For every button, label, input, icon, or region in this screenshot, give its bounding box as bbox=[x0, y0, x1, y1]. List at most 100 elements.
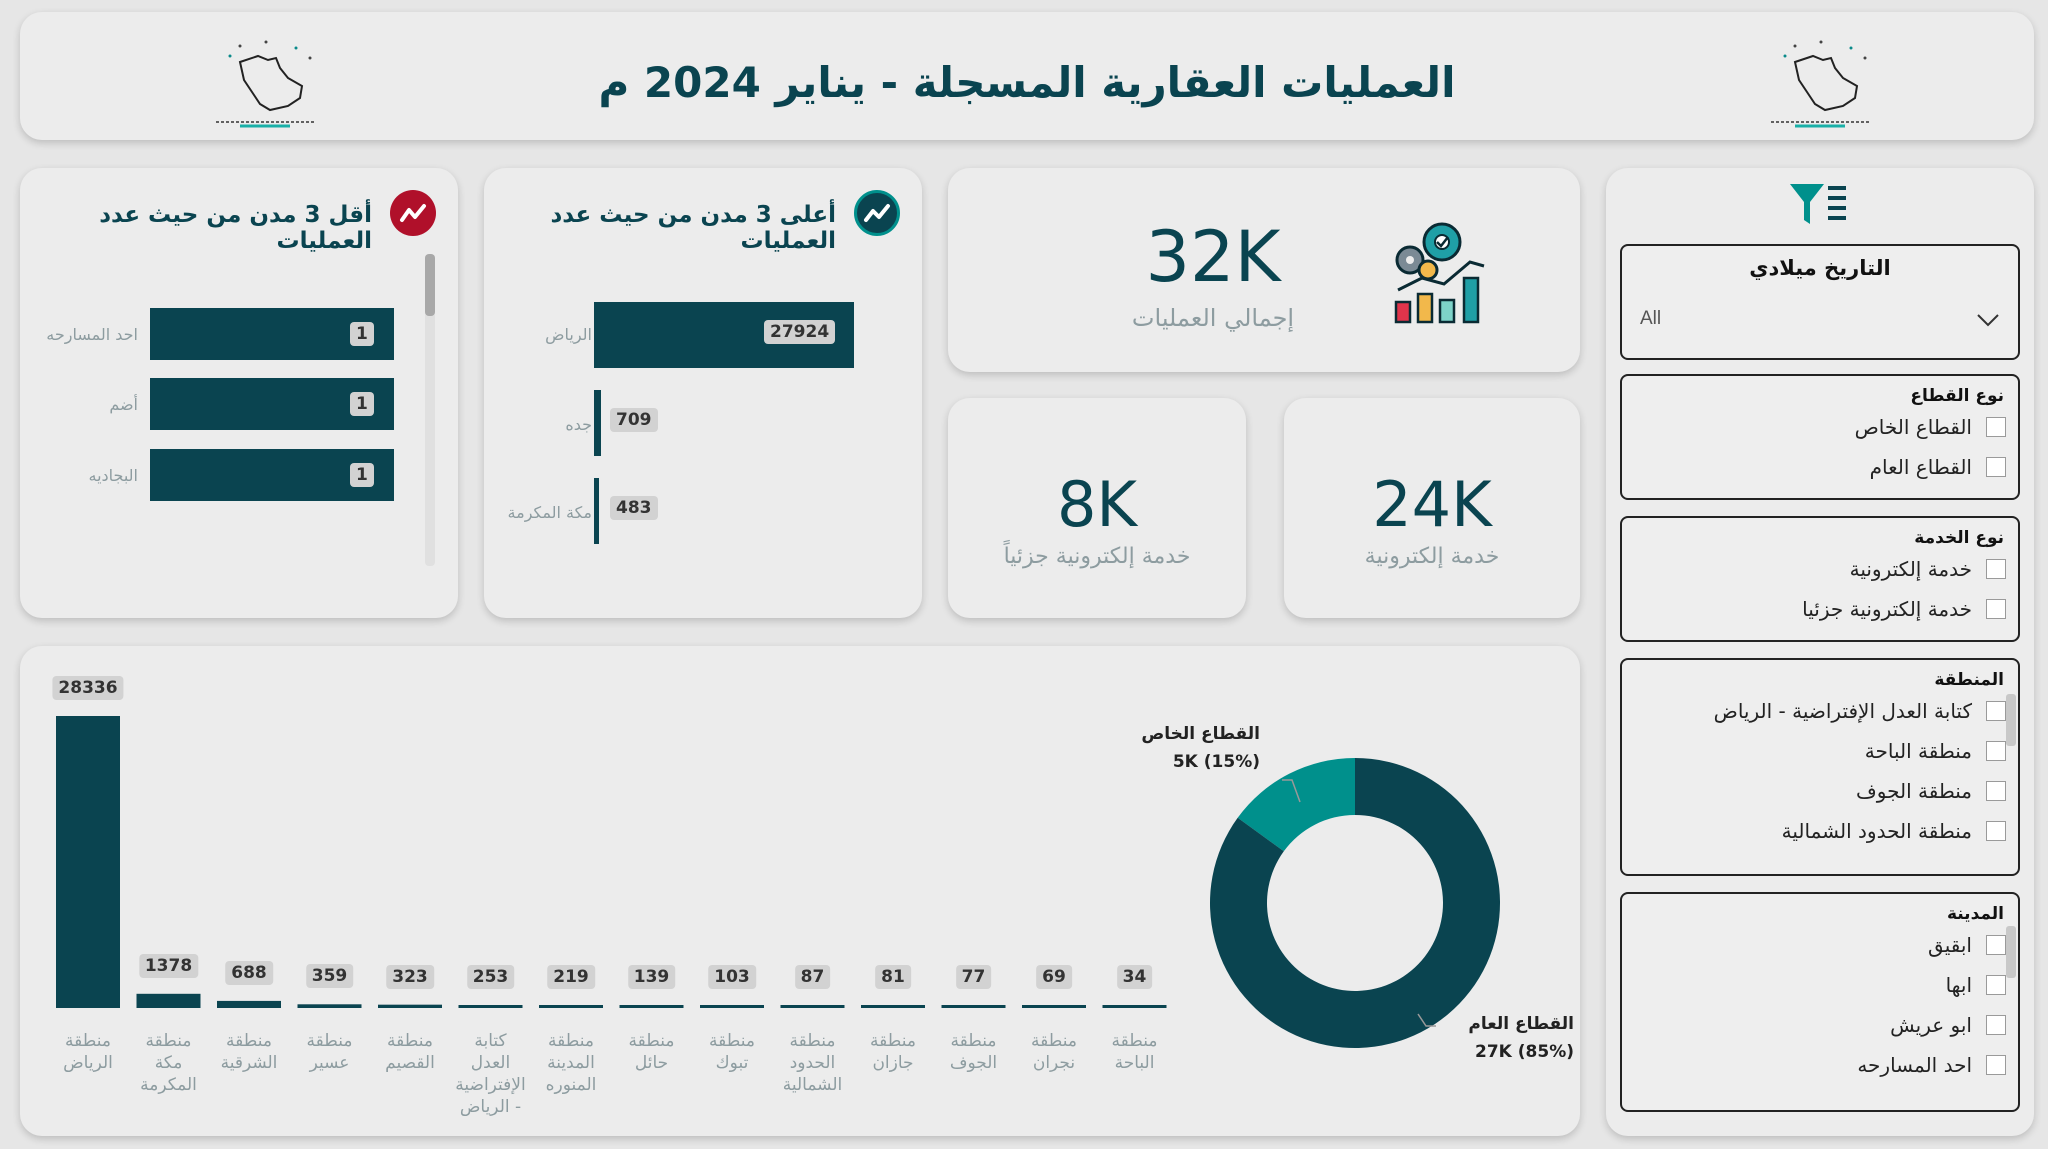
donut-label-public: القطاع العام 27K (85%) bbox=[1444, 1010, 1574, 1066]
service-option[interactable]: خدمة إلكترونية bbox=[1636, 552, 2006, 586]
bottom-cities-title: أقل 3 مدن من حيث عدد العمليات bbox=[99, 202, 372, 254]
region-chart-card: 28336 منطقة الرياض 1378 منطقة مكة المكرمة 68… bbox=[20, 646, 1580, 1136]
checkbox[interactable] bbox=[1986, 935, 2006, 955]
region-bar[interactable] bbox=[297, 1004, 362, 1008]
top-cities-card: أعلى 3 مدن من حيث عدد العمليات الرياض 27… bbox=[484, 168, 922, 618]
region-bar[interactable] bbox=[378, 1004, 442, 1008]
region-bar-value: 359 bbox=[305, 964, 354, 989]
donut-private-name: القطاع الخاص bbox=[1141, 724, 1260, 744]
page-title: العمليات العقارية المسجلة - يناير 2024 م bbox=[598, 58, 1456, 107]
region-category-label: منطقة مكة المكرمة bbox=[140, 1031, 197, 1095]
sector-slicer: نوع القطاع القطاع الخاص القطاع العام bbox=[1620, 374, 2020, 500]
sector-option[interactable]: القطاع الخاص bbox=[1636, 410, 2006, 444]
region-bar[interactable] bbox=[700, 1005, 764, 1008]
city-option[interactable]: ابو عريش bbox=[1636, 1008, 2006, 1042]
checkbox[interactable] bbox=[1986, 417, 2006, 437]
city-scrollbar[interactable] bbox=[2006, 926, 2016, 978]
service-option[interactable]: خدمة إلكترونية جزئيا bbox=[1636, 592, 2006, 626]
checkbox[interactable] bbox=[1986, 781, 2006, 801]
region-bar[interactable] bbox=[1102, 1005, 1167, 1008]
top-city-bar[interactable] bbox=[594, 390, 601, 456]
donut-slice-private[interactable] bbox=[1237, 758, 1355, 852]
checkbox[interactable] bbox=[1986, 1015, 2006, 1035]
region-category-label: منطقة الرياض bbox=[63, 1031, 113, 1073]
donut-slice-public[interactable] bbox=[1210, 758, 1500, 1048]
sector-slicer-title: نوع القطاع bbox=[1910, 386, 2004, 406]
top-city-value: 27924 bbox=[764, 320, 836, 344]
region-option[interactable]: منطقة الحدود الشمالية bbox=[1636, 814, 2006, 848]
kpi-partial-label: خدمة إلكترونية جزئياً bbox=[1003, 544, 1191, 569]
kpi-total-card: 32K إجمالي العمليات bbox=[948, 168, 1580, 372]
saudi-map-icon bbox=[1771, 40, 1869, 128]
region-scrollbar[interactable] bbox=[2006, 694, 2016, 746]
region-option[interactable]: منطقة الجوف bbox=[1636, 774, 2006, 808]
region-category-label: منطقة المدينة المنوره bbox=[545, 1031, 597, 1095]
region-category-label: منطقة جازان bbox=[870, 1031, 916, 1073]
top-city-label: جده bbox=[565, 415, 592, 434]
region-bar-value: 219 bbox=[547, 965, 595, 989]
filter-icon bbox=[1790, 184, 1846, 224]
city-option[interactable]: ابها bbox=[1636, 968, 2006, 1002]
region-bar[interactable] bbox=[217, 1000, 281, 1008]
region-bar-value: 81 bbox=[875, 965, 911, 989]
top-city-label: مكة المكرمة bbox=[507, 503, 592, 522]
kpi-total-value: 32K bbox=[1145, 216, 1281, 298]
region-category-label: منطقة عسير bbox=[306, 1031, 353, 1073]
sector-option[interactable]: القطاع العام bbox=[1636, 450, 2006, 484]
donut-public-value: 27K (85%) bbox=[1475, 1042, 1574, 1062]
header-banner: العمليات العقارية المسجلة - يناير 2024 م bbox=[20, 12, 2034, 140]
top-city-bar[interactable] bbox=[594, 478, 599, 544]
city-option[interactable]: احد المسارحه bbox=[1636, 1048, 2006, 1082]
trend-up-icon bbox=[854, 190, 900, 236]
sector-option-label: القطاع العام bbox=[1869, 455, 1972, 479]
service-slicer: نوع الخدمة خدمة إلكترونية خدمة إلكترونية… bbox=[1620, 516, 2020, 642]
service-option-label: خدمة إلكترونية جزئيا bbox=[1802, 597, 1972, 621]
kpi-electronic-value: 24K bbox=[1372, 468, 1492, 541]
checkbox[interactable] bbox=[1986, 559, 2006, 579]
city-option-label: ابقيق bbox=[1928, 933, 1972, 957]
checkbox[interactable] bbox=[1986, 599, 2006, 619]
region-bar-value: 103 bbox=[708, 965, 756, 989]
region-bar[interactable] bbox=[941, 1005, 1006, 1008]
bottom-city-value: 1 bbox=[350, 392, 374, 416]
service-slicer-title: نوع الخدمة bbox=[1914, 528, 2004, 548]
region-bar[interactable] bbox=[539, 1005, 603, 1008]
region-bar[interactable] bbox=[1022, 1005, 1086, 1008]
filters-panel: التاريخ ميلادي All نوع القطاع القطاع الخ… bbox=[1606, 168, 2034, 1136]
city-option[interactable]: ابقيق bbox=[1636, 928, 2006, 962]
region-bar-value: 77 bbox=[955, 965, 992, 989]
region-bar-value: 253 bbox=[466, 965, 515, 989]
region-category-label: منطقة الشرقية bbox=[220, 1031, 278, 1073]
city-option-label: ابها bbox=[1945, 973, 1972, 997]
checkbox[interactable] bbox=[1986, 975, 2006, 995]
region-slicer-title: المنطقة bbox=[1934, 670, 2004, 690]
scrollbar[interactable] bbox=[425, 254, 435, 566]
region-option-label: منطقة الحدود الشمالية bbox=[1781, 819, 1972, 843]
region-option[interactable]: كتابة العدل الإفتراضية - الرياض bbox=[1636, 694, 2006, 728]
region-bar-value: 34 bbox=[1116, 965, 1153, 989]
analytics-gears-icon bbox=[1394, 222, 1485, 324]
date-dropdown[interactable]: All bbox=[1630, 298, 2010, 344]
checkbox[interactable] bbox=[1986, 1055, 2006, 1075]
region-bar[interactable] bbox=[136, 993, 201, 1008]
region-bar[interactable] bbox=[458, 1005, 523, 1008]
checkbox[interactable] bbox=[1986, 821, 2006, 841]
checkbox[interactable] bbox=[1986, 457, 2006, 477]
region-bar[interactable] bbox=[619, 1005, 684, 1008]
region-bar[interactable] bbox=[56, 716, 120, 1008]
kpi-electronic-card: 24K خدمة إلكترونية bbox=[1284, 398, 1580, 618]
region-bar[interactable] bbox=[780, 1005, 845, 1008]
region-option[interactable]: منطقة الباحة bbox=[1636, 734, 2006, 768]
region-bar[interactable] bbox=[861, 1005, 925, 1008]
donut-label-private: القطاع الخاص 5K (15%) bbox=[1130, 720, 1260, 776]
sector-donut-chart bbox=[1210, 758, 1500, 1048]
city-slicer-title: المدينة bbox=[1946, 904, 2004, 924]
region-category-label: منطقة حائل bbox=[628, 1031, 675, 1073]
kpi-partial-value: 8K bbox=[1056, 468, 1138, 541]
checkbox[interactable] bbox=[1986, 741, 2006, 761]
city-option-label: احد المسارحه bbox=[1857, 1053, 1972, 1077]
region-option-label: منطقة الباحة bbox=[1864, 739, 1972, 763]
city-option-label: ابو عريش bbox=[1890, 1013, 1972, 1037]
region-bar-value: 69 bbox=[1036, 965, 1072, 989]
checkbox[interactable] bbox=[1986, 701, 2006, 721]
